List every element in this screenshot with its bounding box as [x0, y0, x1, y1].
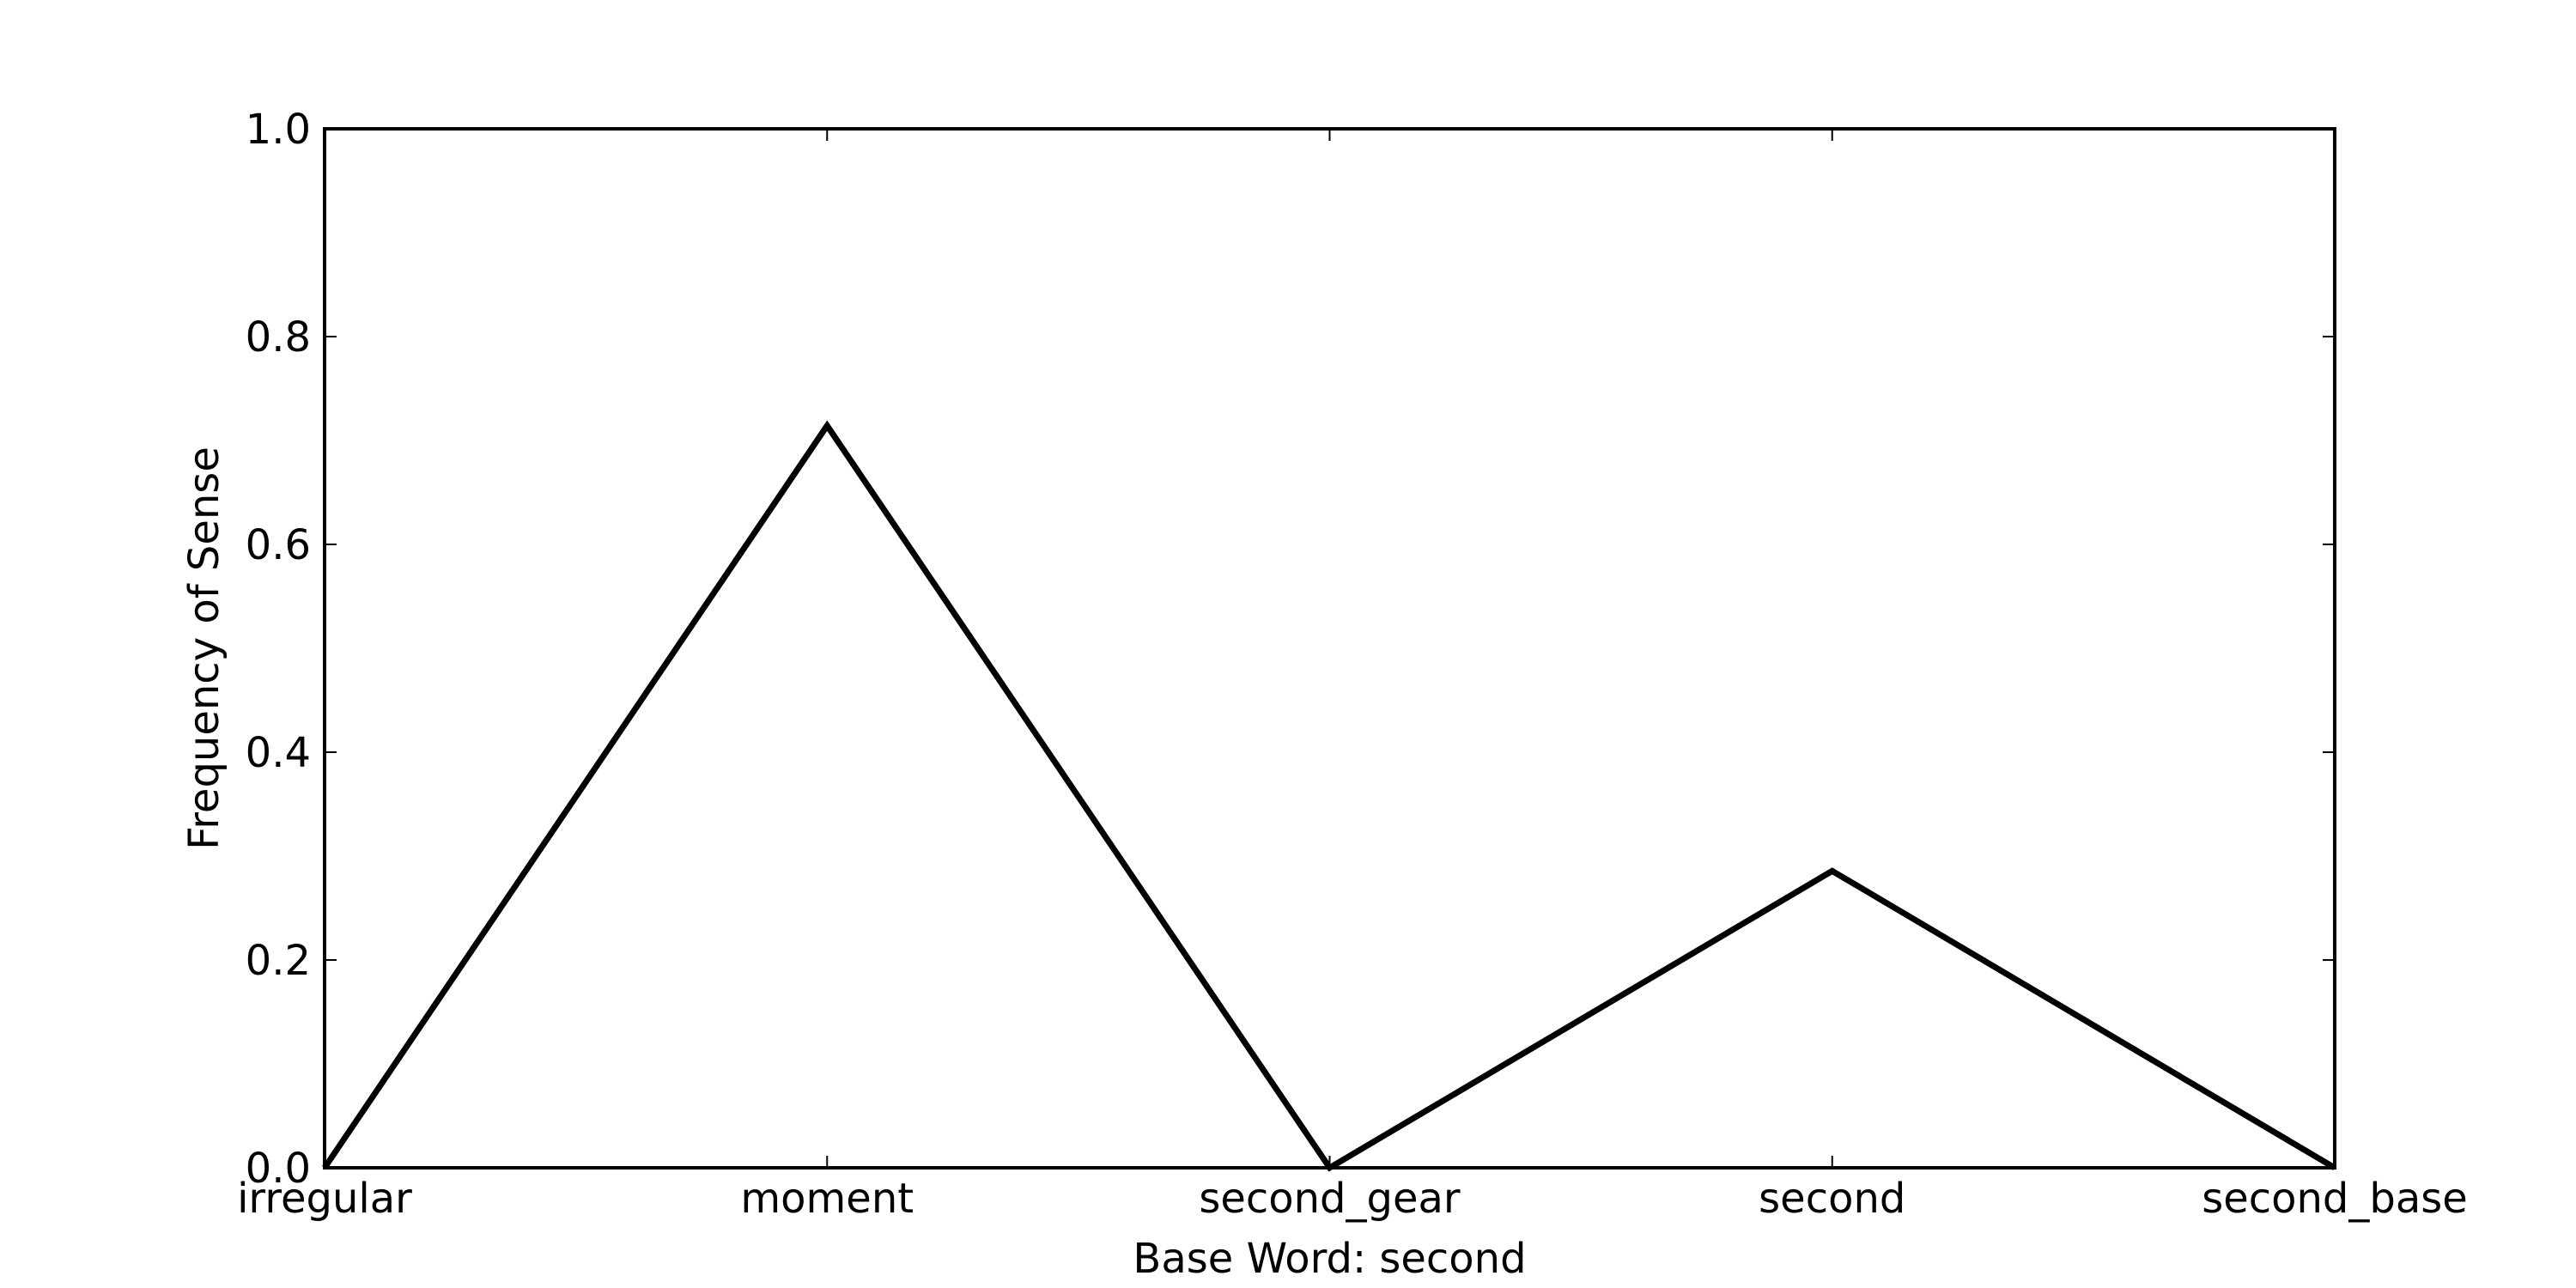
y-tick-label: 0.2 [246, 937, 311, 985]
y-tick-label: 0.6 [246, 521, 311, 569]
y-tick-label: 0.8 [246, 313, 311, 361]
series-line [322, 420, 2336, 1172]
y-tick-label: 0.0 [246, 1145, 311, 1193]
x-tick-label: moment [740, 1175, 914, 1223]
x-tick-label: second_base [2202, 1175, 2468, 1223]
y-tick-label: 0.4 [246, 729, 311, 777]
plot-area-frame [323, 127, 2336, 1170]
tick-label-layer: 0.0 0.2 0.4 0.6 0.8 1.0 irregular moment second_… [237, 106, 2468, 1223]
x-axis-label: Base Word: second [1133, 1235, 1526, 1283]
x-tick-label: second_gear [1199, 1175, 1461, 1223]
y-tick-label: 1.0 [246, 106, 311, 154]
y-axis-label: Frequency of Sense [180, 447, 228, 850]
x-tick-label: second [1759, 1175, 1905, 1223]
x-tick-label: irregular [237, 1175, 412, 1223]
tick-layer [324, 128, 2336, 1169]
series-layer [322, 420, 2336, 1172]
